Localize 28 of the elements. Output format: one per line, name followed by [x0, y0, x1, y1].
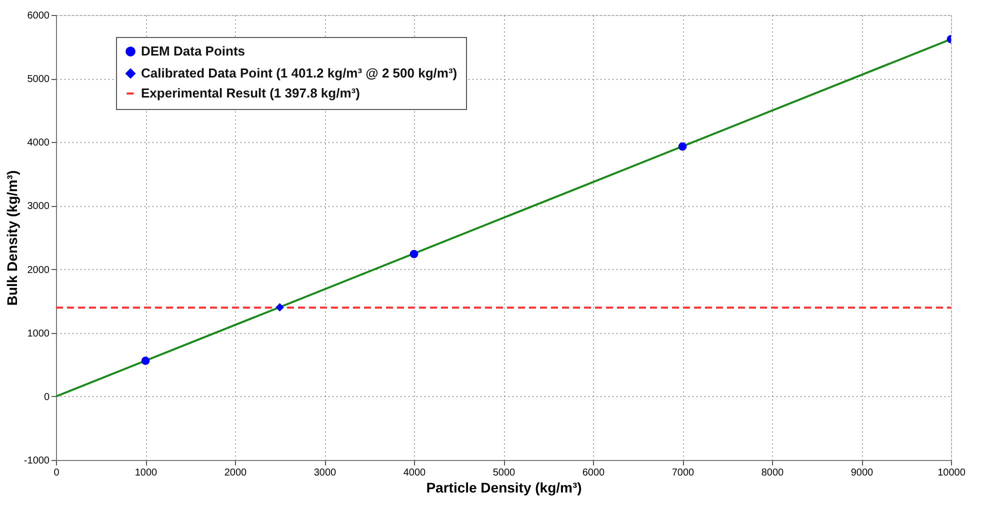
x-tick-label: 9000 [850, 468, 874, 478]
x-tick-label: 1000 [134, 468, 158, 478]
point [678, 142, 687, 151]
y-tick-label: 2000 [27, 264, 50, 276]
x-axis-title: Particle Density (kg/m³) [426, 480, 582, 496]
legend-label: Experimental Result (1 397.8 kg/m³) [141, 86, 360, 100]
legend-label: DEM Data Points [141, 44, 246, 58]
y-tick-label: 0 [44, 392, 50, 403]
x-tick-label: 5000 [492, 468, 516, 478]
x-tick-label: 6000 [582, 468, 606, 478]
x-tick-label: 2000 [224, 468, 248, 478]
y-tick-label: 4000 [27, 138, 50, 149]
y-tick-label: 5000 [27, 74, 50, 86]
legend-label: Calibrated Data Point (1 401.2 kg/m³ @ 2 500 kg/m³) [141, 66, 458, 80]
x-tick-label: 0 [54, 468, 60, 478]
x-tick-label: 7000 [672, 468, 695, 478]
y-tick-label: 1000 [27, 328, 50, 340]
x-tick-label: 10000 [938, 468, 966, 478]
y-tick-label: 6000 [27, 10, 50, 22]
x-tick-label: 4000 [403, 468, 426, 478]
x-tick-label: 8000 [761, 468, 784, 478]
y-tick-label: 3000 [27, 201, 50, 212]
point [276, 303, 284, 312]
point [410, 250, 418, 258]
y-axis-title: Bulk Density (kg/m³) [4, 170, 20, 306]
x-tick-label: 3000 [314, 468, 337, 478]
y-tick-label: -1000 [24, 456, 50, 466]
point [141, 356, 150, 366]
